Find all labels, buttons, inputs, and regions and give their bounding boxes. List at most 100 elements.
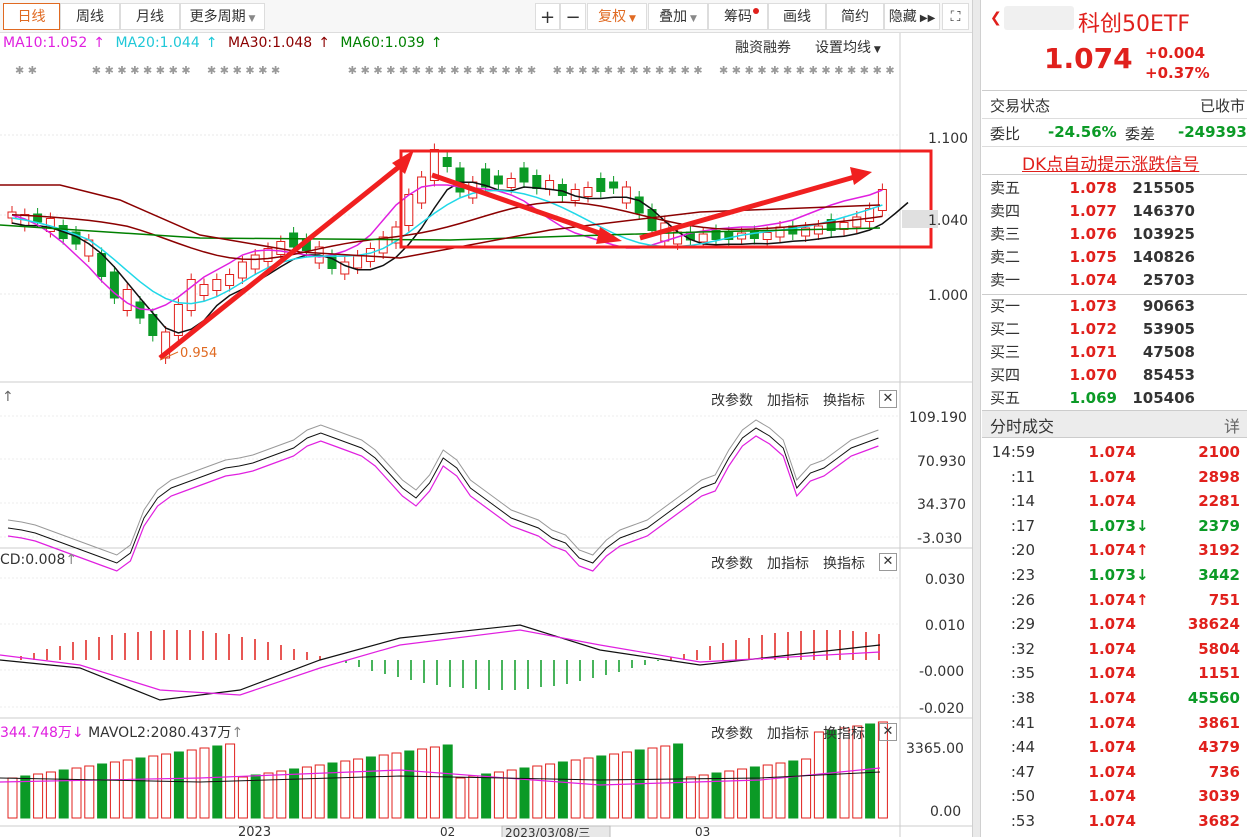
ma-settings-link[interactable]: 设置均线 ▼ (815, 40, 881, 56)
orderbook-row[interactable]: 买二 1.072 53905 (982, 318, 1247, 341)
volume-bar (340, 760, 351, 819)
vol-close-icon[interactable]: ✕ (879, 723, 897, 741)
tick-row: :50 1.074 3039 (982, 784, 1247, 808)
volume-bar (122, 759, 133, 819)
orderbook-row[interactable]: 买一 1.073 90663 (982, 295, 1247, 318)
volume-bar (225, 743, 236, 819)
simple-mode-button[interactable]: 简约 (826, 3, 884, 30)
kdj-switch-indicator[interactable]: 换指标 (823, 393, 865, 409)
tick-price: 1.074 (1088, 541, 1136, 560)
signal-marker-icon: ✱ (130, 64, 139, 77)
tick-time: :20 (1010, 541, 1035, 560)
chip-button[interactable]: 筹码 (708, 3, 768, 30)
tick-row: :17 1.073 ↓ 2379 (982, 514, 1247, 538)
tick-volume: 3682 (1198, 812, 1240, 830)
volume-bar (109, 761, 120, 819)
signal-marker-icon: ✱ (373, 64, 382, 77)
signal-marker-icon: ✱ (169, 64, 178, 77)
margin-trading-link[interactable]: 融资融券 (735, 40, 791, 56)
volume-bar (314, 764, 325, 819)
volume-bar (148, 755, 159, 819)
more-periods-dropdown[interactable]: 更多周期 ▼ (180, 3, 265, 30)
tick-price: 1.074 (1088, 762, 1136, 781)
volume-bar (545, 763, 556, 819)
arrow-head-up (392, 150, 414, 174)
wb-value: -24.56% (1048, 123, 1117, 141)
signal-marker-icon: ✱ (693, 64, 702, 77)
candle-body (583, 187, 593, 197)
adjust-dropdown[interactable]: 复权 ▼ (587, 3, 647, 30)
vol-add-indicator[interactable]: 加指标 (767, 726, 809, 742)
fullscreen-button[interactable]: ⛶ (942, 3, 969, 30)
tick-price: 1.074 (1088, 590, 1136, 609)
orderbook-volume: 105406 (1132, 389, 1195, 407)
tick-time: :32 (1010, 639, 1035, 658)
volume-bar (468, 775, 479, 819)
signal-marker-icon: ✱ (437, 64, 446, 77)
tab-monthly[interactable]: 月线 (120, 3, 180, 30)
macd-close-icon[interactable]: ✕ (879, 553, 897, 571)
signal-marker-icon: ✱ (732, 64, 741, 77)
tick-time: :41 (1010, 713, 1035, 732)
orderbook-volume: 25703 (1142, 271, 1195, 289)
signal-marker-icon: ✱ (425, 64, 434, 77)
candle-body (391, 226, 401, 244)
kdj-add-indicator[interactable]: 加指标 (767, 393, 809, 409)
volume-bar (173, 751, 184, 819)
ticks-detail-link[interactable]: 详 (1224, 417, 1241, 436)
macd-add-indicator[interactable]: 加指标 (767, 556, 809, 572)
back-chevron-icon[interactable]: ❮ (990, 10, 1002, 26)
candle-body (506, 178, 516, 188)
orderbook-row[interactable]: 卖四 1.077 146370 (982, 200, 1247, 223)
zoom-in-button[interactable]: + (535, 3, 560, 30)
draw-line-button[interactable]: 画线 (768, 3, 826, 30)
hide-panel-button[interactable]: 隐藏 ▶▶ (884, 3, 940, 30)
signal-marker-icon: ✱ (412, 64, 421, 77)
macd-switch-indicator[interactable]: 换指标 (823, 556, 865, 572)
overlay-dropdown[interactable]: 叠加 ▼ (648, 3, 708, 30)
kdj-close-icon[interactable]: ✕ (879, 390, 897, 408)
price-label-high: 1.100 (928, 131, 968, 147)
orderbook-row[interactable]: 卖五 1.078 215505 (982, 177, 1247, 200)
signal-marker-icon: ✱ (386, 64, 395, 77)
price-change-pct: +0.37% (1145, 64, 1210, 82)
macd-change-params[interactable]: 改参数 (711, 556, 753, 572)
orderbook-row[interactable]: 买四 1.070 85453 (982, 364, 1247, 387)
kline-chart-area[interactable]: ✱ ✱ ✱ ✱ ✱ ✱ ✱ ✱ ✱ ✱ ✱ ✱ ✱ ✱ ✱ ✱ ✱ ✱ ✱ ✱ ✱ ✱ ✱ ✱ ✱ ✱ ✱ ✱ ✱ ✱ ✱ ✱ ✱ ✱ ✱ ✱ ✱ ✱ ✱ ✱… (0, 0, 972, 837)
candle-body (417, 176, 427, 204)
candle-body (327, 255, 337, 269)
low-annotation: 0.954 (180, 346, 217, 361)
orderbook-row[interactable]: 买三 1.071 47508 (982, 341, 1247, 364)
candle-body (212, 279, 222, 291)
volume-bar (327, 762, 338, 819)
trend-arrow-up (158, 160, 407, 360)
mavol2-line (0, 771, 881, 783)
signal-marker-icon: ✱ (578, 64, 587, 77)
zoom-out-button[interactable]: − (560, 3, 586, 30)
signal-marker-icon: ✱ (604, 64, 613, 77)
orderbook-price: 1.069 (1069, 389, 1117, 407)
orderbook-row[interactable]: 卖一 1.074 25703 (982, 269, 1247, 292)
candle-body (762, 232, 772, 240)
tab-daily[interactable]: 日线 (3, 3, 60, 30)
volume-bar (84, 765, 95, 819)
hide-label: 隐藏 (888, 9, 917, 25)
volume-bar (353, 758, 364, 819)
orderbook-row[interactable]: 卖二 1.075 140826 (982, 246, 1247, 269)
candle-body (557, 184, 567, 196)
dk-signal-link[interactable]: DK点自动提示涨跌信号 (1022, 155, 1200, 175)
tab-weekly[interactable]: 周线 (60, 3, 120, 30)
arrow-head-down (596, 227, 622, 244)
tick-row: :29 1.074 38624 (982, 612, 1247, 636)
vol-change-params[interactable]: 改参数 (711, 726, 753, 742)
orderbook-row[interactable]: 买五 1.069 105406 (982, 387, 1247, 410)
signal-marker-icon: ✱ (245, 64, 254, 77)
candle-body (314, 246, 324, 264)
orderbook-row[interactable]: 卖三 1.076 103925 (982, 223, 1247, 246)
panel-splitter[interactable] (972, 0, 981, 837)
candle-body (353, 255, 363, 269)
kdj-k-line (7, 419, 879, 556)
vol-switch-indicator[interactable]: 换指标 (823, 726, 865, 742)
kdj-change-params[interactable]: 改参数 (711, 393, 753, 409)
volume-bar (276, 770, 287, 819)
